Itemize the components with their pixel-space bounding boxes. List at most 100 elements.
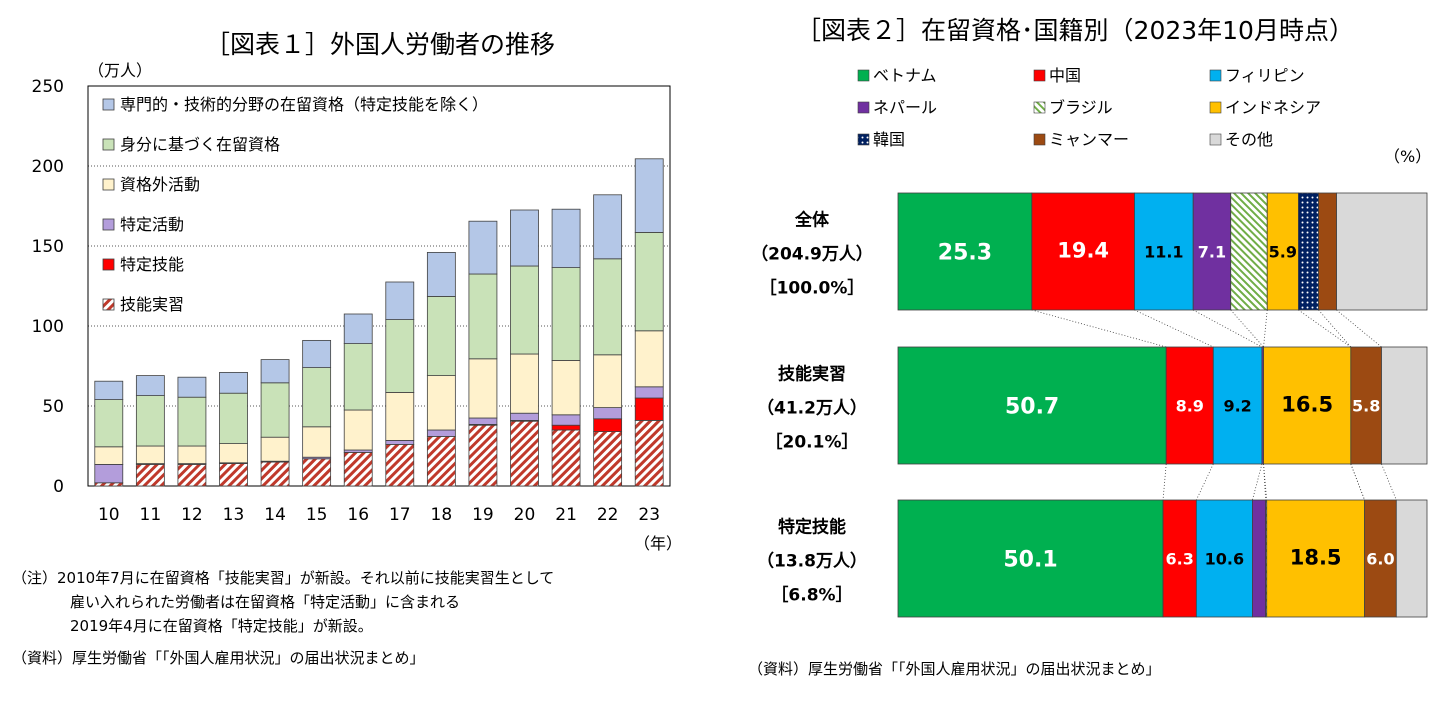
- row-share: ［6.8%］: [771, 585, 852, 606]
- bar-segment: [593, 418, 623, 432]
- x-tick-label: 17: [389, 505, 411, 525]
- bar-segment: [219, 443, 248, 464]
- bar-segment: [1350, 346, 1382, 465]
- legend-label: 専門的・技術的分野の在留資格（特定技能を除く）: [120, 95, 488, 114]
- data-label: 50.7: [1005, 395, 1059, 420]
- bar-segment: [135, 463, 165, 487]
- data-label: 8.9: [1176, 397, 1204, 416]
- figure2-plot: 25.3 19.4 11.1 7.1 5.9 全体 （204.9万人） ［100.0%］ 50.…: [751, 192, 1428, 618]
- bar-segment: [510, 412, 539, 421]
- y-tick-label: 0: [53, 477, 64, 497]
- bar-segment: [385, 281, 415, 320]
- legend-label: インドネシア: [1225, 98, 1321, 117]
- data-label: 18.5: [1290, 546, 1342, 570]
- connector-line: [1263, 463, 1268, 501]
- bar-segment: [551, 267, 581, 361]
- data-label: 7.1: [1198, 243, 1226, 262]
- legend-label: ネパール: [873, 98, 937, 117]
- bar-segment: [260, 461, 290, 487]
- data-label: 25.3: [938, 241, 992, 266]
- x-tick-label: 11: [140, 505, 162, 525]
- connector-line: [1350, 463, 1365, 501]
- x-tick-label: 18: [431, 505, 453, 525]
- legend-swatch: [1033, 69, 1046, 82]
- bar-segment: [94, 399, 124, 448]
- bar-segment: [94, 463, 124, 484]
- bar-segment: [135, 445, 165, 465]
- data-label: 5.9: [1269, 243, 1297, 262]
- bar-segment: [551, 359, 581, 416]
- row-total: （13.8万人）: [757, 551, 867, 572]
- bar-segment: [343, 343, 373, 411]
- data-label: 50.1: [1003, 548, 1057, 573]
- x-tick-label: 20: [514, 505, 536, 525]
- bar-segment: [1266, 499, 1365, 618]
- figure2: ［図表２］在留資格･国籍別（2023年10月時点） ベトナム 中国 フィリピンネパー…: [748, 16, 1431, 678]
- bar-segment: [1381, 346, 1428, 465]
- figure1-title: ［図表１］外国人労働者の推移: [205, 30, 555, 59]
- legend-swatch: [857, 133, 870, 146]
- bar-segment: [219, 463, 248, 487]
- legend-label: 技能実習: [120, 295, 184, 314]
- data-label: 19.4: [1057, 239, 1109, 263]
- figure1-note-line-2: 雇い入れられた労働者は在留資格「特定活動」に含まれる: [70, 593, 460, 611]
- bar-segment: [1318, 192, 1337, 311]
- legend-swatch: [857, 69, 870, 82]
- connector-line: [1381, 463, 1397, 501]
- bar-segment: [426, 375, 456, 431]
- bar-segment: [177, 396, 207, 447]
- legend-label: 資格外活動: [120, 175, 200, 194]
- legend-label: 特定技能: [120, 255, 184, 274]
- legend-label: 身分に基づく在留資格: [120, 135, 280, 154]
- connector-line: [1263, 309, 1268, 348]
- y-tick-label: 150: [32, 237, 64, 257]
- bar-segment: [1298, 192, 1319, 311]
- bar-segment: [177, 376, 207, 398]
- bar-segment: [135, 395, 165, 447]
- bar-segment: [593, 194, 623, 260]
- bar-segment: [593, 407, 623, 420]
- y-tick-label: 50: [42, 397, 64, 417]
- figure2-unit-label: （%）: [1384, 147, 1431, 166]
- legend-swatch: [102, 178, 115, 191]
- bar-segment: [302, 458, 332, 487]
- legend-swatch: [102, 258, 115, 271]
- x-tick-label: 19: [472, 505, 494, 525]
- row-name: 特定技能: [778, 517, 846, 538]
- bar-segment: [302, 339, 332, 368]
- x-tick-label: 22: [597, 505, 619, 525]
- bar-segment: [385, 391, 415, 441]
- x-tick-label: 14: [264, 505, 286, 525]
- x-tick-label: 21: [555, 505, 577, 525]
- bar-segment: [1195, 499, 1253, 618]
- bar-segment: [551, 414, 581, 426]
- bar-segment: [426, 251, 456, 297]
- bar-segment: [177, 463, 207, 487]
- figure2-title: ［図表２］在留資格･国籍別（2023年10月時点）: [796, 16, 1354, 45]
- bar-segment: [897, 192, 1033, 311]
- bar-segment: [593, 258, 623, 356]
- bar-segment: [343, 313, 373, 345]
- bar-segment: [1192, 192, 1232, 311]
- x-tick-label: 10: [98, 505, 120, 525]
- bar-segment: [260, 436, 290, 462]
- figure1-note-line-1: （注）2010年7月に在留資格「技能実習」が新設。それ以前に技能実習生として: [12, 569, 554, 587]
- legend-label: 特定活動: [120, 215, 184, 234]
- bar-segment: [634, 386, 664, 399]
- figure1-note-line-3: 2019年4月に在留資格「特定技能」が新設。: [70, 617, 373, 635]
- figure1-plot: 0 50 100 150 200 250 10 11 12 13 14 15 16 17 18 19 20 21 2…: [32, 77, 671, 525]
- connector-line: [1350, 463, 1365, 501]
- bar-segment: [385, 443, 415, 487]
- bar-segment: [302, 367, 332, 428]
- x-tick-label: 12: [181, 505, 203, 525]
- bar-segment: [551, 208, 581, 268]
- bar-segment: [219, 371, 248, 394]
- bar-segment: [135, 375, 165, 397]
- bar-segment: [468, 273, 498, 360]
- data-label: 10.6: [1205, 550, 1244, 569]
- legend-swatch: [1209, 101, 1222, 114]
- data-label: 16.5: [1281, 393, 1333, 417]
- bar-segment: [385, 439, 415, 445]
- figure1-unit-label: （万人）: [88, 61, 152, 80]
